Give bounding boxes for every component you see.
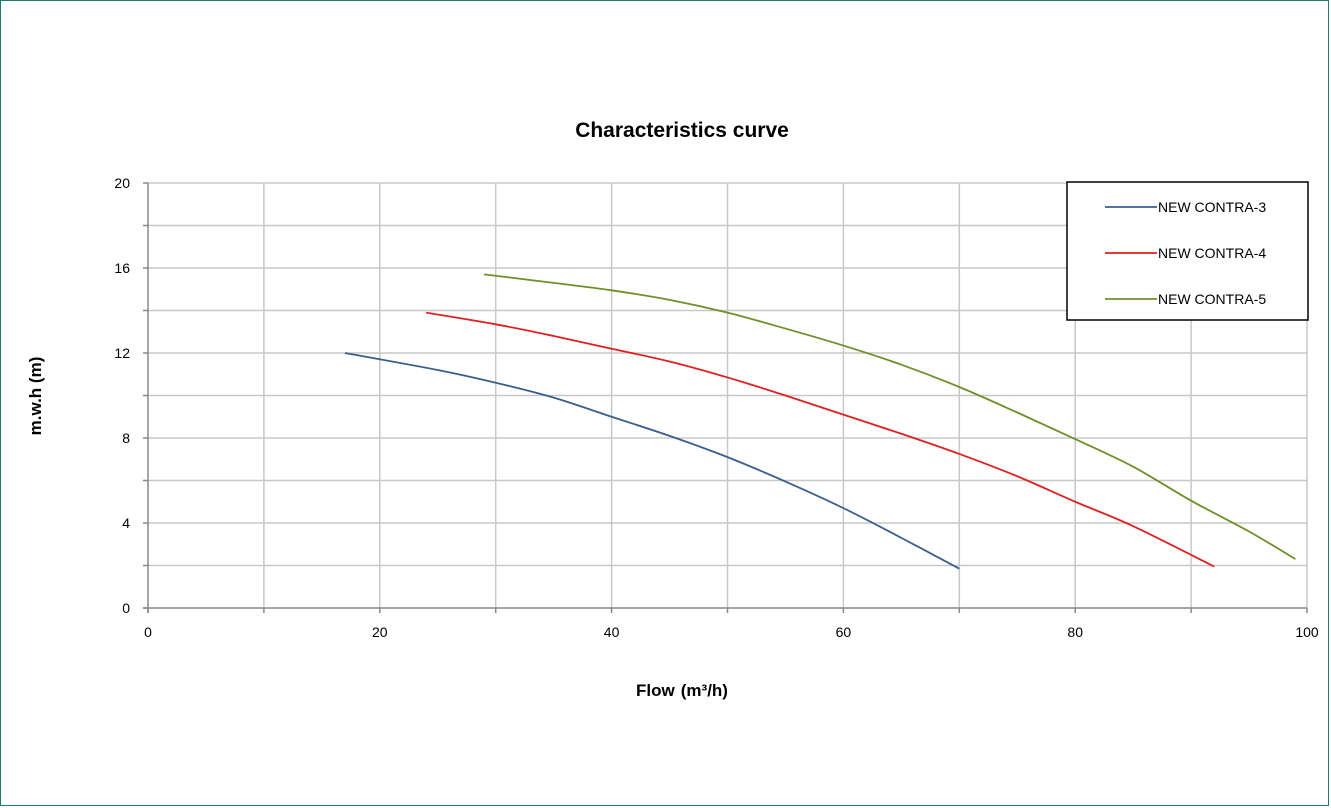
x-tick-label: 0: [144, 624, 152, 640]
legend-label: NEW CONTRA-5: [1158, 291, 1266, 307]
y-tick-label: 8: [122, 430, 130, 446]
y-tick-labels: 0 4 8 12 16 20: [114, 175, 130, 616]
series-line-new-contra-5: [484, 273, 1296, 560]
y-tick-label: 16: [114, 260, 130, 276]
legend-label: NEW CONTRA-4: [1158, 245, 1266, 261]
axes: [143, 182, 1308, 613]
legend-box: [1066, 181, 1309, 321]
y-axis-title: m.w.h (m): [26, 357, 45, 436]
series-lines: [344, 273, 1296, 570]
x-tick-label: 80: [1067, 624, 1083, 640]
x-tick-labels: 0 20 40 60 80 100: [144, 624, 1319, 640]
chart-title: Characteristics curve: [575, 119, 789, 142]
x-tick-label: 20: [372, 624, 388, 640]
y-tick-label: 20: [114, 175, 130, 191]
x-tick-label: 100: [1295, 624, 1319, 640]
legend: NEW CONTRA-3 NEW CONTRA-4 NEW CONTRA-5: [1066, 181, 1309, 321]
y-tick-label: 0: [122, 600, 130, 616]
series-line-new-contra-3: [344, 352, 960, 570]
y-tick-label: 4: [122, 515, 130, 531]
x-tick-label: 60: [836, 624, 852, 640]
series-line-new-contra-4: [426, 311, 1215, 568]
grid-lines: [148, 182, 1308, 608]
x-axis-unit: (m³/h): [681, 681, 728, 700]
x-axis-title: Flow (m³/h): [636, 681, 728, 700]
x-axis-label: Flow: [636, 681, 675, 700]
y-tick-label: 12: [114, 345, 130, 361]
x-tick-label: 40: [604, 624, 620, 640]
legend-label: NEW CONTRA-3: [1158, 199, 1266, 215]
